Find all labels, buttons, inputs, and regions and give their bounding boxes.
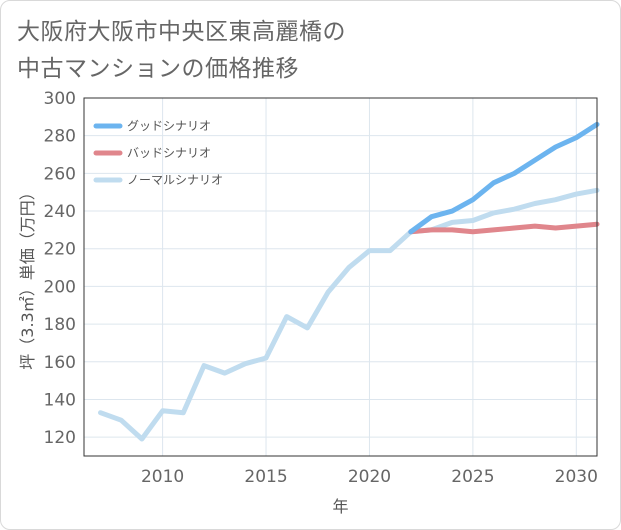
y-tick-label: 240 (44, 202, 76, 222)
y-tick-label: 200 (44, 277, 76, 297)
x-tick-label: 2030 (555, 467, 598, 487)
chart-title: 大阪府大阪市中央区東高麗橋の 中古マンションの価格推移 (17, 14, 346, 88)
y-tick-label: 220 (44, 240, 76, 260)
grid-lines (84, 97, 597, 456)
tick-labels: 120 140 160 180 200 220 240 260 280 300 2010 2015 20… (44, 89, 598, 487)
x-tick-label: 2020 (348, 467, 391, 487)
chart-title-line-1: 大阪府大阪市中央区東高麗橋の (17, 19, 346, 45)
y-tick-label: 280 (44, 127, 76, 147)
x-axis-title: 年 (332, 497, 348, 516)
x-tick-label: 2015 (244, 467, 287, 487)
y-tick-label: 180 (44, 315, 76, 335)
series-layer (98, 121, 600, 442)
legend-label-good: グッドシナリオ (127, 119, 211, 133)
legend-label-normal: ノーマルシナリオ (127, 173, 223, 187)
plot-area (83, 97, 598, 457)
x-tick-label: 2010 (141, 467, 184, 487)
y-tick-label: 300 (44, 89, 76, 109)
series-line-bad (408, 221, 600, 235)
series-line-normal (98, 187, 600, 442)
y-tick-label: 160 (44, 353, 76, 373)
chart-title-line-2: 中古マンションの価格推移 (17, 56, 299, 82)
y-tick-label: 260 (44, 164, 76, 184)
y-axis-title: 坪（3.3㎡）単価（万円） (18, 184, 37, 369)
y-tick-label: 120 (44, 428, 76, 448)
y-tick-label: 140 (44, 390, 76, 410)
series-line-good (408, 121, 600, 235)
x-tick-label: 2025 (451, 467, 494, 487)
legend-label-bad: バッドシナリオ (127, 146, 211, 160)
